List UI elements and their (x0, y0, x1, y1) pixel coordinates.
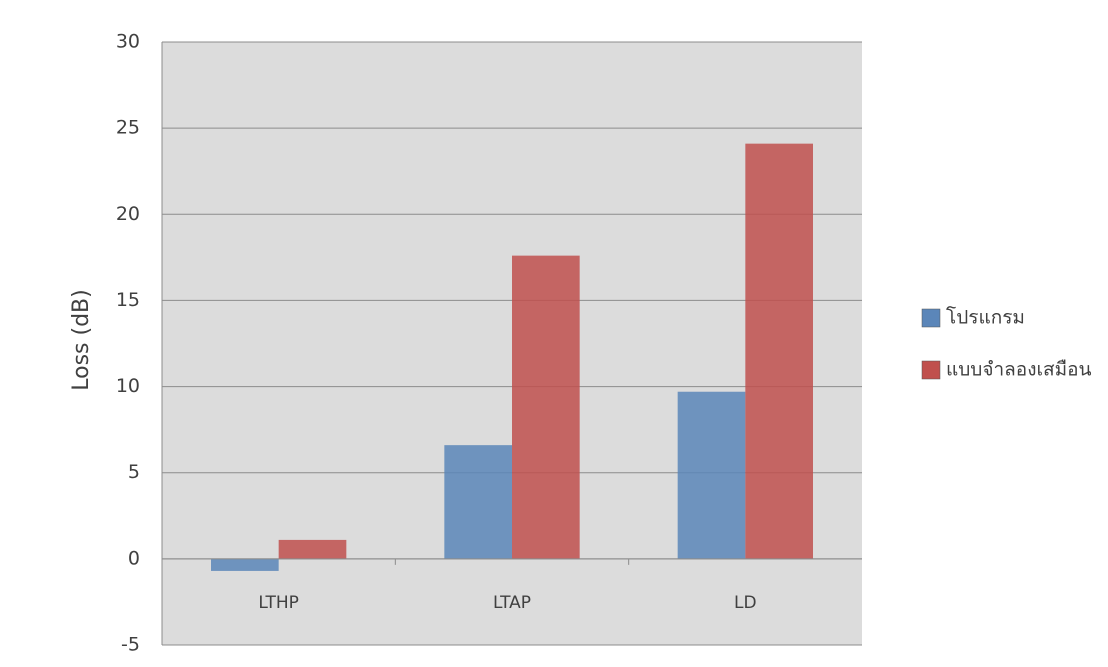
bar (278, 539, 347, 559)
x-tick-label: LTHP (258, 593, 299, 613)
legend-label: โปรแกรม (946, 306, 1025, 329)
y-tick-label: 10 (116, 375, 140, 397)
y-tick-label: -5 (121, 634, 140, 656)
bar (677, 391, 746, 559)
x-tick-label: LD (734, 593, 757, 613)
legend-swatch (921, 360, 941, 380)
bar (512, 255, 580, 559)
legend-label: แบบจำลองเสมือน (946, 359, 1092, 381)
x-tick-label: LTAP (493, 593, 531, 613)
y-axis-label: Loss (dB) (69, 289, 94, 390)
y-tick-label: 5 (128, 461, 140, 483)
y-tick-label: 25 (116, 117, 140, 139)
y-tick-label: 0 (128, 547, 140, 569)
bar (745, 143, 813, 559)
bar (444, 445, 512, 559)
y-tick-label: 30 (116, 31, 140, 53)
bar (211, 558, 279, 571)
y-tick-label: 20 (116, 203, 140, 225)
y-tick-label: 15 (116, 289, 140, 311)
legend-swatch (921, 308, 941, 328)
